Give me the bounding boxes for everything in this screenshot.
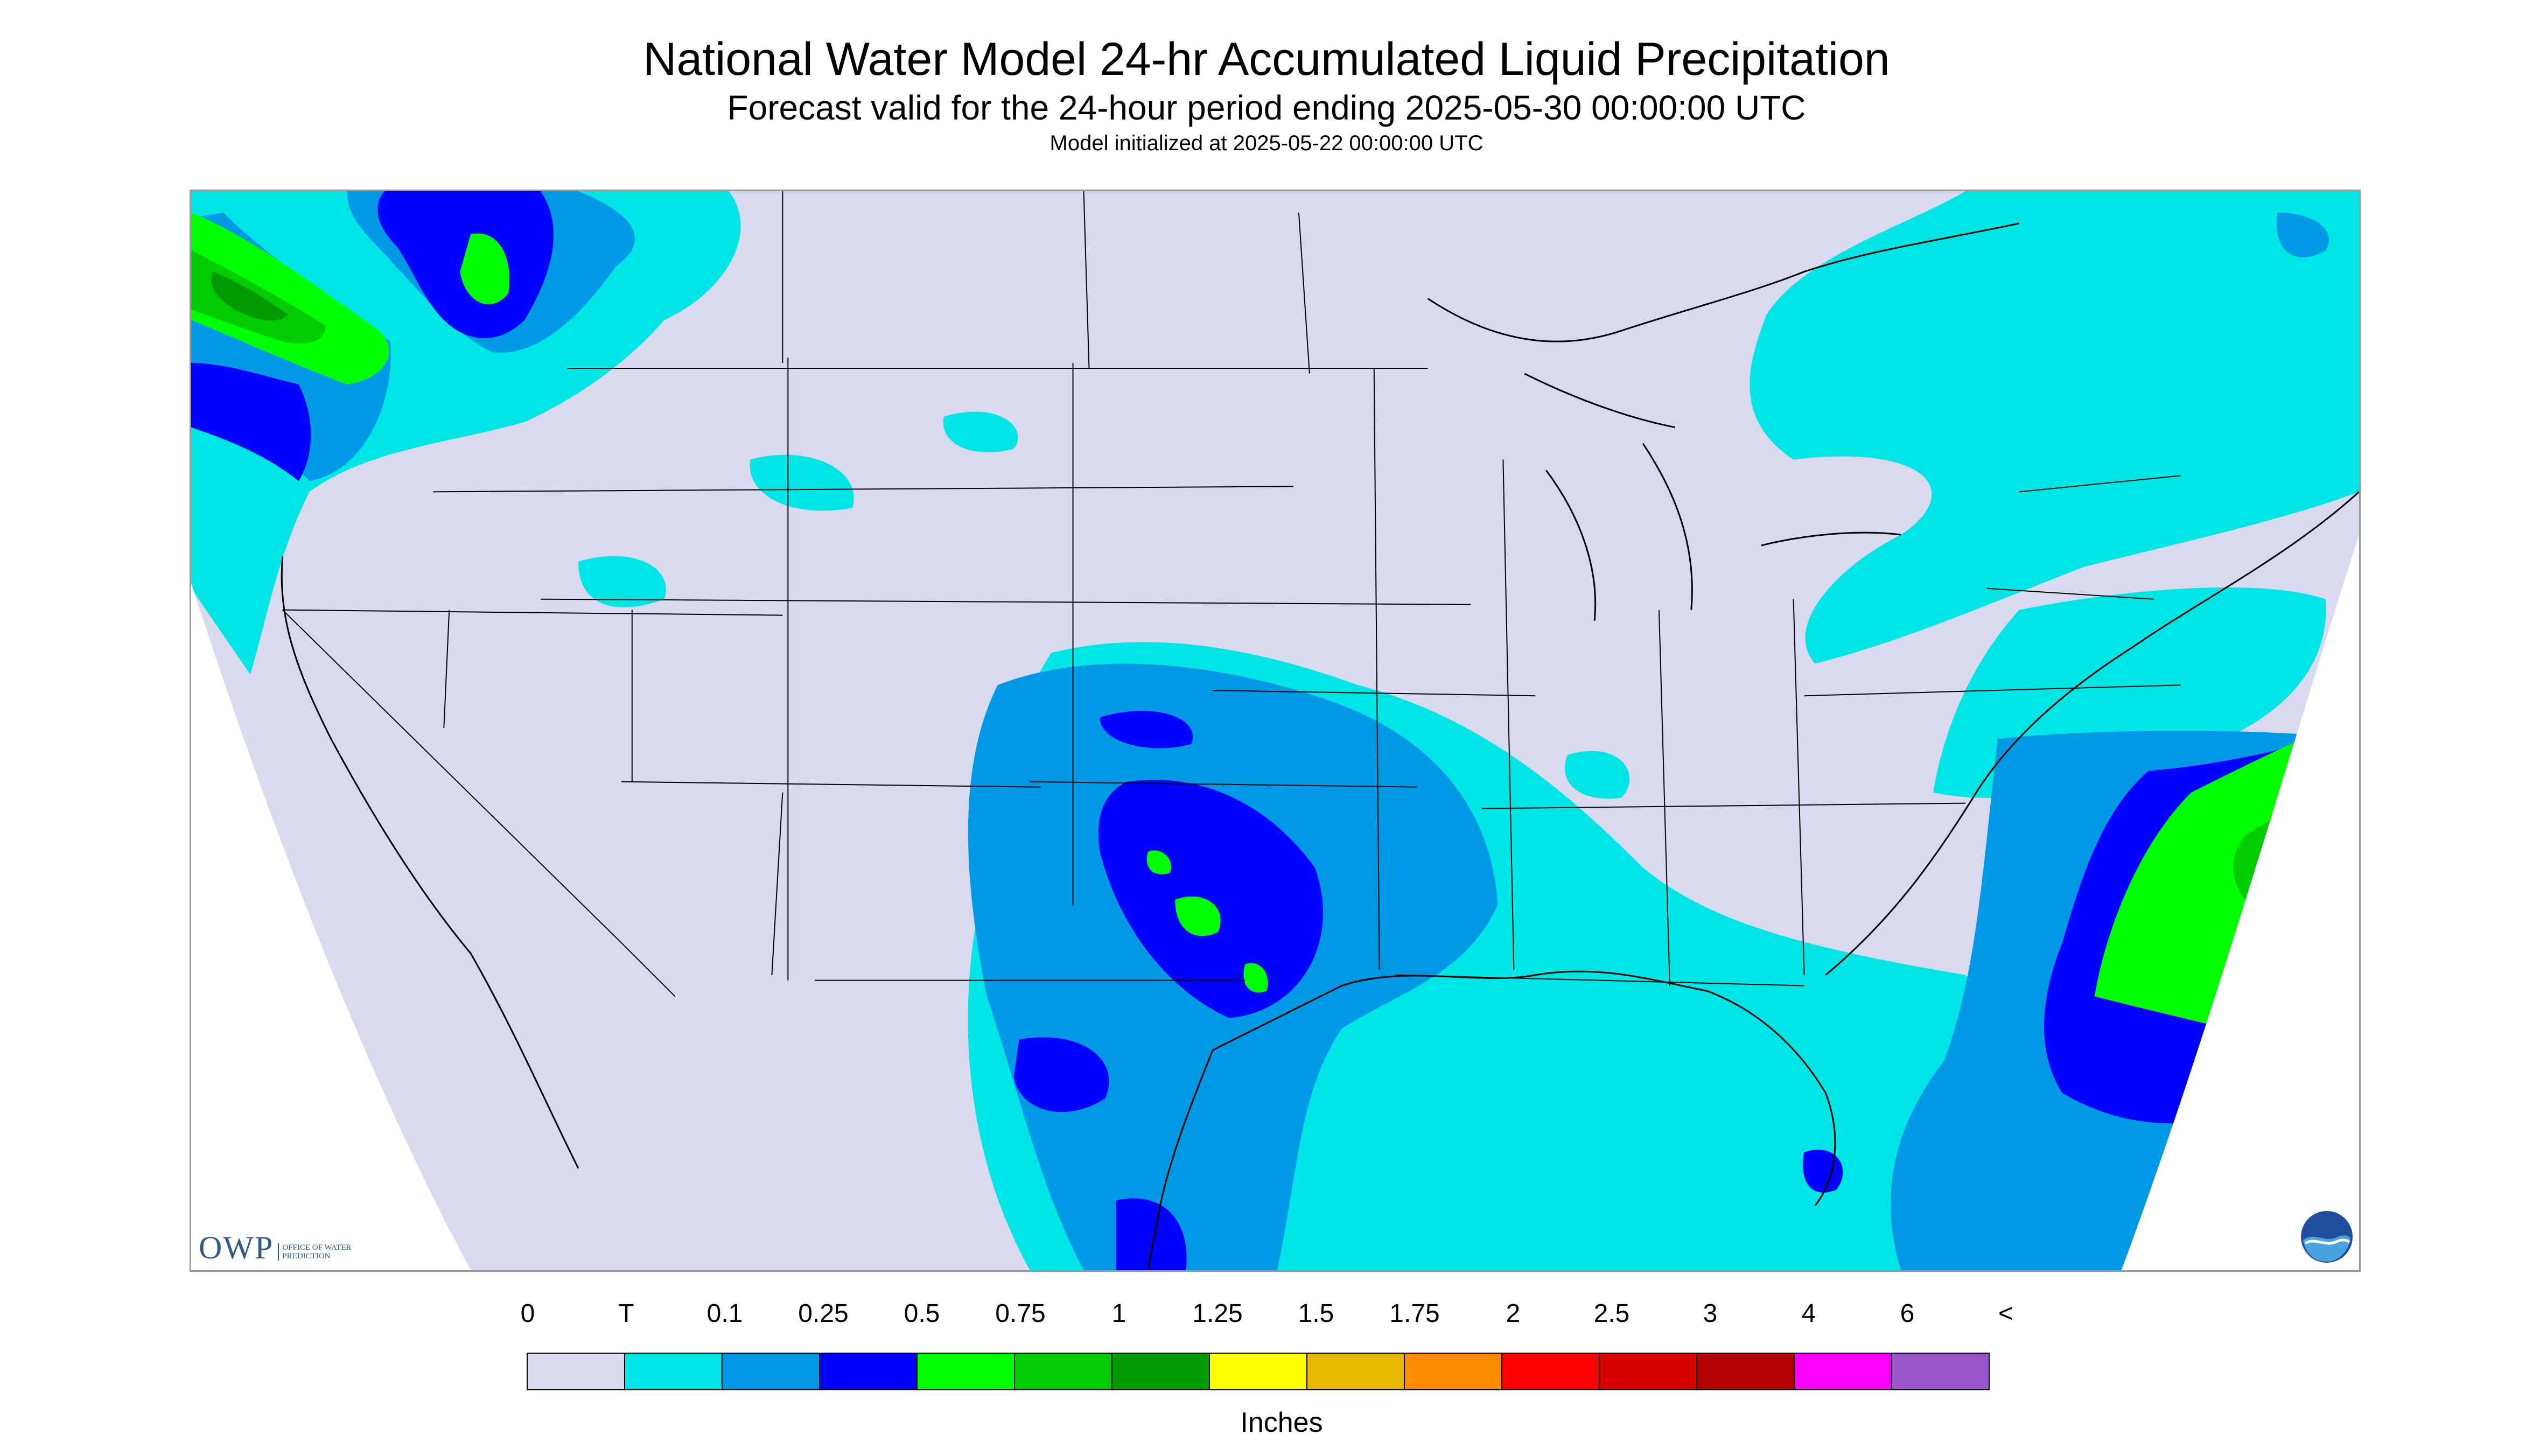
precip-trace-areas bbox=[191, 191, 2359, 1270]
no-data-wedges bbox=[191, 535, 2359, 1270]
legend-tick: 3 bbox=[1703, 1299, 1718, 1328]
legend-swatch bbox=[1696, 1353, 1795, 1390]
legend-tick: 0.25 bbox=[798, 1299, 849, 1328]
legend-tick: 0.5 bbox=[904, 1299, 940, 1328]
legend-tick: 1 bbox=[1111, 1299, 1126, 1328]
legend-tick: 0.75 bbox=[995, 1299, 1046, 1328]
legend-tick: T bbox=[618, 1299, 634, 1328]
map-subtitle: Forecast valid for the 24-hour period en… bbox=[727, 88, 1806, 127]
precipitation-map[interactable]: OWP OFFICE OF WATER PREDICTION bbox=[190, 190, 2361, 1272]
legend-swatch bbox=[1891, 1353, 1990, 1390]
legend-tick: < bbox=[1998, 1299, 2014, 1328]
legend-swatch bbox=[1111, 1353, 1210, 1390]
legend-swatch bbox=[722, 1353, 820, 1390]
owp-text: OFFICE OF WATER PREDICTION bbox=[278, 1243, 352, 1261]
legend-swatch bbox=[1014, 1353, 1112, 1390]
legend-tick: 2.5 bbox=[1593, 1299, 1630, 1328]
state-boundaries bbox=[282, 191, 2181, 997]
owp-mark: OWP bbox=[199, 1230, 274, 1265]
noaa-logo bbox=[2301, 1211, 2353, 1263]
legend-swatch bbox=[1209, 1353, 1307, 1390]
legend-colorbar bbox=[527, 1353, 1990, 1390]
precip-1-areas bbox=[211, 271, 288, 321]
legend-swatch bbox=[916, 1353, 1015, 1390]
legend-tick: 2 bbox=[1506, 1299, 1521, 1328]
map-canvas bbox=[191, 191, 2359, 1270]
model-init-line: Model initialized at 2025-05-22 00:00:00… bbox=[1049, 131, 1484, 155]
legend-tick: 4 bbox=[1801, 1299, 1816, 1328]
legend-swatch bbox=[527, 1353, 625, 1390]
legend-tick: 6 bbox=[1900, 1299, 1915, 1328]
legend-tick: 1.5 bbox=[1298, 1299, 1334, 1328]
legend-tick: 0 bbox=[520, 1299, 535, 1328]
legend-swatch bbox=[1404, 1353, 1502, 1390]
owp-logo: OWP OFFICE OF WATER PREDICTION bbox=[199, 1231, 352, 1264]
legend-swatch bbox=[1599, 1353, 1697, 1390]
legend-swatch bbox=[1306, 1353, 1405, 1390]
legend-swatch bbox=[819, 1353, 918, 1390]
legend-swatch bbox=[624, 1353, 723, 1390]
legend-swatch bbox=[1794, 1353, 1892, 1390]
map-title: National Water Model 24-hr Accumulated L… bbox=[643, 33, 1890, 85]
legend-tick: 1.75 bbox=[1389, 1299, 1440, 1328]
legend-units: Inches bbox=[1240, 1407, 1323, 1438]
legend-tick: 1.25 bbox=[1192, 1299, 1243, 1328]
title-block: National Water Model 24-hr Accumulated L… bbox=[0, 32, 2533, 157]
legend-tick: 0.1 bbox=[706, 1299, 743, 1328]
coastlines bbox=[281, 222, 2359, 1270]
legend: 0 T 0.1 0.25 0.5 0.75 1 1.25 1.5 1.75 2 … bbox=[521, 1299, 2035, 1439]
legend-swatch bbox=[1501, 1353, 1600, 1390]
